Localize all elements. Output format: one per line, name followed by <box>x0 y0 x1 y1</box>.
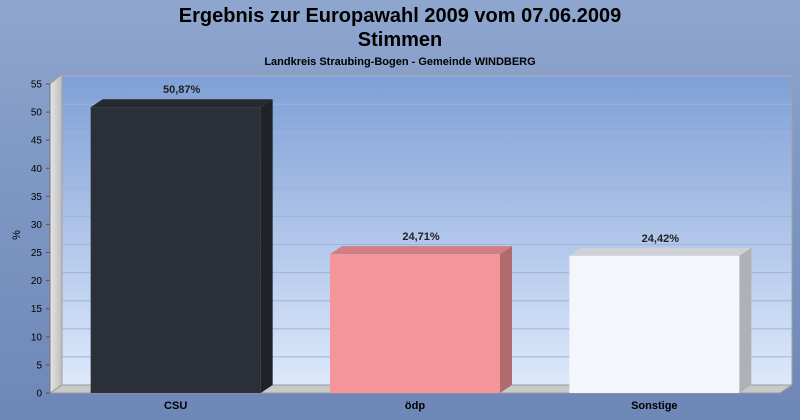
bar-front <box>90 107 261 393</box>
bar-ödp <box>330 246 512 393</box>
y-axis-label: % <box>11 230 23 240</box>
y-tick-label: 5 <box>36 360 42 371</box>
y-tick-label: 40 <box>31 164 43 175</box>
bar-side <box>739 247 752 393</box>
y-tick-label: 15 <box>31 304 43 315</box>
bars <box>90 99 752 393</box>
bar-side <box>500 246 512 393</box>
bar-labels: 50,87% CSU 24,71% ödp 24,42% Sonstige <box>163 84 679 412</box>
y-tick-label: 20 <box>31 276 43 287</box>
y-tick-label: 25 <box>31 248 43 259</box>
bar-top <box>330 246 512 255</box>
chart-subtitle: Landkreis Straubing-Bogen - Gemeinde WIN… <box>264 56 535 68</box>
chart-title-line2: Stimmen <box>358 29 442 51</box>
bar-csu <box>90 99 273 393</box>
bar-value-label: 50,87% <box>163 84 201 96</box>
y-tick-label: 50 <box>31 108 43 119</box>
y-tick-label: 10 <box>31 332 43 343</box>
y-tick-label: 45 <box>31 136 43 147</box>
y-axis-ticks: 0 5 10 15 20 25 30 35 40 45 50 55 <box>31 80 50 400</box>
bar-side <box>260 99 273 393</box>
y-tick-label: 30 <box>31 220 43 231</box>
plot-side-wall <box>49 72 63 394</box>
bar-top <box>90 99 273 108</box>
y-tick-label: 55 <box>31 80 43 91</box>
bar-front <box>330 254 500 393</box>
y-tick-label: 0 <box>36 389 42 400</box>
bar-value-label: 24,71% <box>402 231 440 243</box>
bar-top <box>569 247 752 256</box>
x-category-label: CSU <box>164 400 187 412</box>
x-category-label: ödp <box>405 400 425 412</box>
bar-front <box>569 255 740 393</box>
x-category-label: Sonstige <box>631 400 677 412</box>
bar-value-label: 24,42% <box>642 233 680 245</box>
chart-title: Ergebnis zur Europawahl 2009 vom 07.06.2… <box>179 5 621 27</box>
y-tick-label: 35 <box>31 192 43 203</box>
bar-sonstige <box>569 247 752 393</box>
